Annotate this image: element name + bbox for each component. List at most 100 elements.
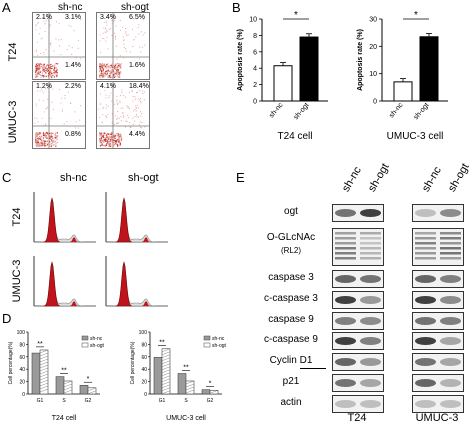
blot-row-label: caspase 3: [268, 272, 314, 283]
blot-strip: [332, 353, 384, 371]
d-y-tick-label: 100: [17, 330, 26, 336]
d-sig-mark: *: [209, 381, 212, 388]
blot-strip: [412, 395, 464, 413]
d-legend-swatch: [203, 342, 211, 348]
d-bar-S-sh-nc: [55, 376, 65, 395]
flow-q-lower-right-value: 4.4%: [129, 131, 145, 138]
blot-bands: [335, 317, 381, 325]
blot-band: [360, 275, 381, 283]
c-envelope: [34, 263, 96, 307]
d-bar-S-sh-ogt: [185, 380, 195, 395]
scatter-points: [99, 19, 146, 79]
blot-band: [360, 317, 381, 325]
d-bar-hatch: [39, 352, 49, 357]
b-y-tick-label: 20: [369, 44, 377, 51]
blot-band: [335, 358, 356, 366]
d-x-label: UMUC-3 cell: [166, 415, 206, 422]
blot-strip: [332, 312, 384, 330]
d-bar-G2-sh-nc: [201, 389, 211, 395]
blot-band: [415, 232, 436, 235]
panel-c-group-label-2: sh-ogt: [128, 172, 159, 184]
blot-bands: [415, 232, 461, 260]
panel-a-row-label-1: T24: [7, 42, 19, 62]
blot-band: [415, 209, 436, 217]
blot-strip: [332, 332, 384, 350]
flow-scatter: [97, 13, 149, 79]
d-bar-hatch: [87, 387, 97, 391]
flow-q-upper-right-value: 6.5%: [129, 14, 145, 21]
blot-strip: [412, 312, 464, 330]
blot-strip: [332, 395, 384, 413]
d-bar-hatch: [161, 369, 171, 373]
c-g1-peak: [115, 261, 133, 307]
blot-row-label: ogt: [284, 206, 298, 217]
c-g2-peak: [70, 237, 78, 242]
blot-band: [440, 358, 461, 366]
blot-row-label: O-GLcNAc: [266, 232, 316, 243]
d-bar-hatch: [39, 355, 49, 360]
blot-bands: [335, 296, 381, 304]
d-bar-hatch: [39, 358, 49, 363]
d-legend-label: sh-nc: [212, 336, 225, 342]
blot-band: [335, 379, 356, 387]
d-y-tick-label: 80: [19, 342, 25, 348]
b-x-tick-label: sh-ogt: [413, 102, 431, 121]
d-bar-hatch: [161, 375, 171, 379]
d-bar-hatch: [39, 349, 49, 354]
blot-row-label: c-caspase 3: [264, 293, 318, 304]
blot-strip: [412, 291, 464, 309]
d-legend-label: sh-ogt: [90, 343, 105, 349]
d-bar-hatch: [63, 389, 73, 394]
blot-row-label: caspase 9: [268, 314, 314, 325]
panel-label-e: E: [236, 170, 245, 185]
d-y-tick-label: 80: [141, 342, 147, 348]
blot-band: [335, 296, 356, 304]
d-bar-G1-sh-nc: [31, 352, 41, 395]
d-bar-S-sh-nc: [177, 373, 187, 395]
flow-plot-1: [32, 12, 86, 80]
flow-q-lower-right-value: 0.8%: [65, 131, 81, 138]
d-y-tick-label: 60: [19, 355, 25, 361]
blot-band: [360, 358, 381, 366]
flow-scatter: [33, 82, 85, 148]
d-y-tick-label: 60: [141, 355, 147, 361]
d-legend-swatch: [81, 335, 89, 341]
blot-bands: [415, 400, 461, 408]
flow-q-upper-left-value: 1.2%: [36, 83, 52, 90]
b-y-tick-label: 6: [253, 49, 257, 56]
d-bar-G2-sh-ogt: [209, 389, 219, 395]
blot-band: [335, 252, 356, 255]
blot-band: [360, 337, 381, 345]
scatter-points: [34, 87, 81, 147]
d-bar-hatch: [161, 354, 171, 358]
d-sig-mark: *: [87, 376, 90, 383]
d-bar-hatch: [39, 379, 49, 384]
d-bar-hatch: [185, 389, 195, 394]
blot-strip: [412, 374, 464, 392]
b-sig-mark: *: [414, 10, 418, 21]
d-legend-label: sh-ogt: [212, 343, 227, 349]
d-bar-S-sh-ogt: [63, 380, 73, 395]
blot-band: [360, 209, 381, 217]
d-bar-hatch: [185, 380, 195, 385]
blot-band: [360, 252, 381, 255]
blot-bands: [415, 358, 461, 366]
d-bar-hatch: [161, 387, 171, 391]
histogram-1: [33, 192, 96, 243]
flow-q-lower-right-value: 1.4%: [65, 62, 81, 69]
d-bar-hatch: [161, 381, 171, 385]
c-g2-peak: [70, 301, 78, 306]
d-bar-hatch: [161, 360, 171, 364]
flow-scatter: [97, 82, 149, 148]
d-bar-hatch: [87, 390, 97, 394]
d-sig-mark: **: [37, 341, 43, 348]
blot-band: [360, 237, 381, 240]
blot-band: [440, 242, 461, 245]
blot-strip: [332, 228, 384, 266]
blot-bands: [335, 275, 381, 283]
b-bar-sh-nc: [273, 65, 293, 102]
d-legend-label: sh-nc: [90, 336, 103, 342]
blot-strip: [412, 332, 464, 350]
blot-row-label: p21: [282, 376, 300, 387]
d-bar-hatch: [39, 376, 49, 381]
